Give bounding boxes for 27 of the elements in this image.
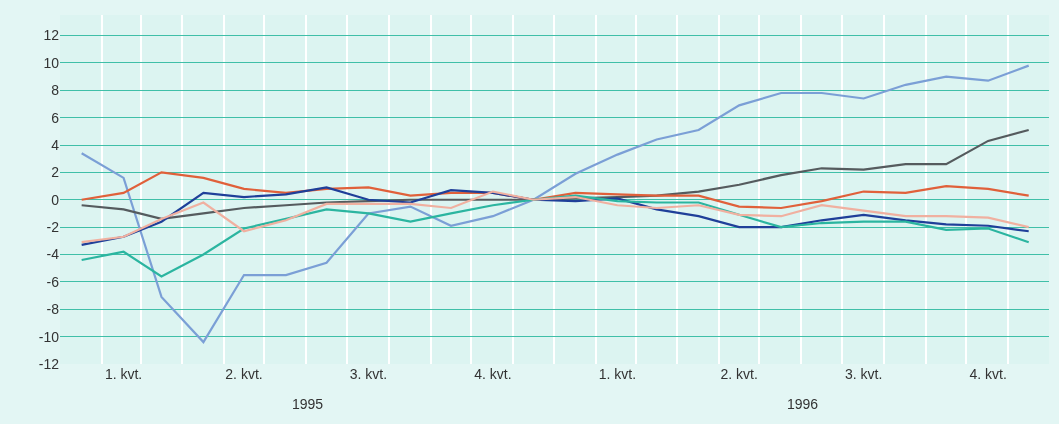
line-series: [80, 171, 1030, 210]
y-tick-label: -10: [38, 328, 60, 345]
y-tick-label: 0: [51, 191, 60, 208]
line-series: [80, 64, 1030, 344]
x-tick-label: 3. kvt.: [844, 366, 883, 382]
y-tick-label: 4: [51, 136, 60, 153]
x-tick-label: 2. kvt.: [720, 366, 758, 382]
y-tick-label: 6: [51, 109, 60, 126]
text: 1996: [787, 396, 819, 412]
text: 1995: [292, 396, 324, 412]
x-tick-label: 1. kvt.: [104, 366, 143, 382]
y-tick-label: -4: [46, 246, 60, 263]
x-tick-label: 1. kvt.: [598, 366, 637, 382]
y-tick-label: 10: [43, 54, 60, 71]
y-tick-label: 2: [51, 164, 60, 181]
x-tick-label: 3. kvt.: [349, 366, 388, 382]
y-tick-label: -12: [38, 355, 60, 372]
y-tick-label: -2: [46, 219, 60, 236]
line-series: [80, 128, 1030, 221]
line-series: [80, 194, 1030, 278]
y-tick-label: -8: [46, 301, 60, 318]
x-tick-label: 4. kvt.: [474, 366, 512, 382]
y-tick-label: 12: [43, 27, 60, 44]
x-tick-label: 4. kvt.: [969, 366, 1007, 382]
y-tick-label: -6: [46, 273, 60, 290]
y-tick-label: 8: [51, 82, 60, 99]
x-tick-label: 2. kvt.: [225, 366, 263, 382]
